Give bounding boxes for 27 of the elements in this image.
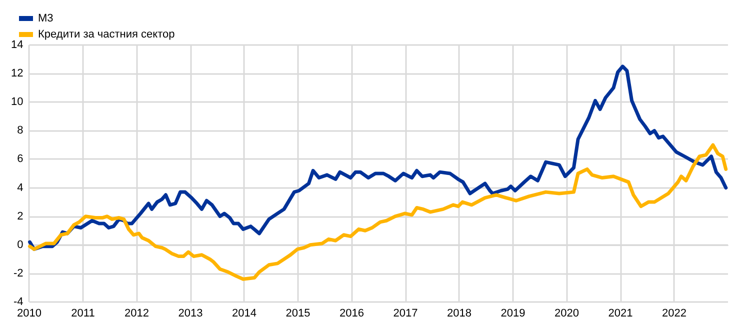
x-tick-label: 2011 [71,308,95,320]
x-tick-label: 2010 [16,308,42,320]
x-tick-label: 2019 [500,308,526,320]
x-tick-label: 2018 [447,308,472,320]
y-tick-label: 0 [17,238,24,251]
y-tick-label: 2 [17,210,24,222]
x-tick-label: 2017 [393,308,418,320]
y-tick-label: 8 [17,124,24,137]
x-tick-label: 2012 [124,308,149,320]
y-tick-label: -2 [13,267,24,280]
x-tick-label: 2020 [554,308,579,320]
y-tick-label: 14 [10,39,24,51]
legend-label: M3 [38,12,54,24]
x-tick-label: 2021 [608,308,633,320]
line-series [28,143,728,281]
y-tick-label: 10 [10,96,24,108]
legend-label: Кредити за частния сектор [38,28,175,40]
x-tick-label: 2016 [340,308,364,320]
y-tick-label: 6 [17,153,24,166]
y-tick-label: -4 [13,296,24,308]
line-series [28,64,728,251]
x-tick-label: 2022 [662,308,686,320]
x-tick-label: 2015 [286,308,310,320]
y-tick-label: 12 [10,68,24,80]
x-tick-label: 2014 [232,308,256,320]
y-tick-label: 4 [17,182,24,194]
x-tick-label: 2013 [178,308,203,320]
